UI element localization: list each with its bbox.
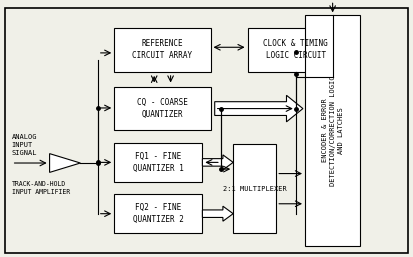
Text: ENCODER & ERROR
DETECTION/CORRECTION LOGIC
AND LATCHES: ENCODER & ERROR DETECTION/CORRECTION LOG… — [322, 75, 344, 186]
Text: CQ - COARSE
QUANTIZER: CQ - COARSE QUANTIZER — [137, 98, 188, 119]
FancyBboxPatch shape — [114, 28, 211, 72]
FancyBboxPatch shape — [233, 144, 276, 233]
FancyBboxPatch shape — [114, 194, 202, 233]
Text: TRACK-AND-HOLD
INPUT AMPLIFIER: TRACK-AND-HOLD INPUT AMPLIFIER — [12, 181, 70, 195]
Polygon shape — [50, 154, 81, 172]
Text: 2:1 MULTIPLEXER: 2:1 MULTIPLEXER — [223, 186, 287, 192]
Polygon shape — [202, 206, 233, 221]
Text: REFERENCE
CIRCUIT ARRAY: REFERENCE CIRCUIT ARRAY — [132, 39, 192, 60]
FancyBboxPatch shape — [305, 15, 360, 246]
Text: FQ1 - FINE
QUANTIZER 1: FQ1 - FINE QUANTIZER 1 — [133, 152, 184, 173]
Polygon shape — [202, 155, 233, 170]
Text: FQ2 - FINE
QUANTIZER 2: FQ2 - FINE QUANTIZER 2 — [133, 203, 184, 224]
Text: CLOCK & TIMING
LOGIC CIRCUIT: CLOCK & TIMING LOGIC CIRCUIT — [263, 39, 328, 60]
Polygon shape — [215, 95, 303, 122]
Text: ANALOG
INPUT
SIGNAL: ANALOG INPUT SIGNAL — [12, 134, 37, 157]
FancyBboxPatch shape — [247, 28, 344, 72]
FancyBboxPatch shape — [5, 8, 408, 253]
FancyBboxPatch shape — [114, 143, 202, 182]
FancyBboxPatch shape — [114, 87, 211, 131]
